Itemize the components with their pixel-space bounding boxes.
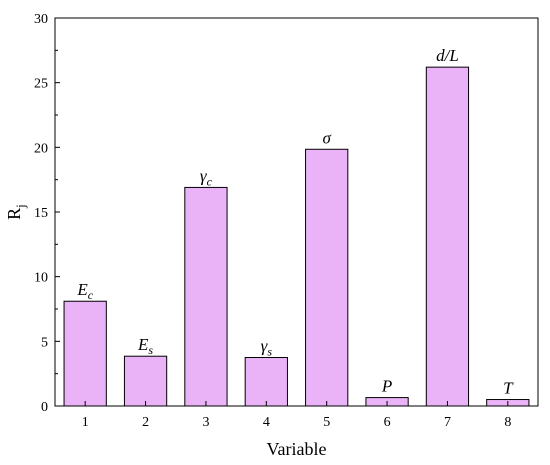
bar-label-6: P [381, 377, 392, 396]
y-tick-label-10: 10 [34, 271, 48, 286]
y-tick-label-15: 15 [34, 206, 48, 221]
bar-2 [123, 355, 168, 407]
bar-label-4: γs [261, 337, 273, 359]
y-tick-label-20: 20 [34, 141, 48, 156]
y-axis-label-sub: j [13, 204, 28, 209]
bar-label-8: T [503, 379, 514, 398]
bar-label-2: Es [137, 335, 153, 357]
bar-7 [425, 66, 470, 407]
y-axis-ticks: 0 5 10 15 20 25 30 [34, 12, 60, 415]
y-axis-label-main: R [4, 208, 24, 220]
y-tick-label-5: 5 [41, 335, 48, 350]
x-tick-label-2: 2 [142, 415, 149, 430]
bar-5 [305, 148, 349, 407]
x-axis-ticks: 1 2 3 4 5 6 7 8 [82, 401, 511, 430]
bar-4 [244, 357, 288, 407]
bar-3 [184, 186, 228, 407]
bar-1 [63, 300, 107, 407]
x-tick-label-7: 7 [444, 415, 451, 430]
x-axis-label: Variable [267, 439, 327, 459]
x-tick-label-6: 6 [384, 415, 391, 430]
bars-group [63, 66, 530, 407]
x-tick-label-5: 5 [323, 415, 330, 430]
y-tick-label-0: 0 [41, 400, 48, 415]
y-tick-label-25: 25 [34, 77, 48, 92]
bar-label-5: σ [322, 128, 331, 147]
y-axis-label: Rj [4, 204, 28, 220]
x-tick-label-4: 4 [263, 415, 270, 430]
bar-label-1: Ec [76, 280, 93, 302]
x-tick-label-3: 3 [202, 415, 209, 430]
x-tick-label-1: 1 [82, 415, 89, 430]
y-tick-label-30: 30 [34, 12, 48, 27]
x-tick-label-8: 8 [504, 415, 511, 430]
bar-label-3: γc [200, 166, 213, 188]
bar-labels-group: Ec Es γc γs σ Pd/L T [76, 46, 514, 397]
bar-label-7: d/L [436, 46, 459, 65]
